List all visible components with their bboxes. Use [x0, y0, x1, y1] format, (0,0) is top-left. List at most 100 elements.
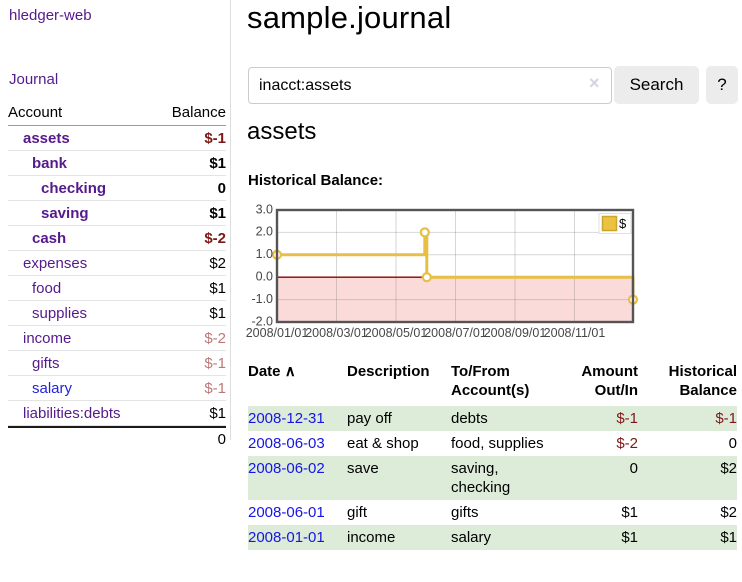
- sidebar: hledger-web Journal Account Balance asse…: [0, 0, 231, 448]
- transaction-amount: $1: [621, 529, 638, 546]
- accounts-header: Account Balance: [8, 101, 226, 126]
- account-balance: $2: [209, 254, 226, 272]
- account-row: bank $1: [8, 151, 226, 176]
- amount-header-line2: Out/In: [594, 382, 638, 399]
- account-link-food[interactable]: food: [32, 279, 62, 297]
- account-link-saving[interactable]: saving: [41, 204, 89, 222]
- account-row: liabilities:debts $1: [8, 401, 226, 426]
- amount-header-line1: Amount: [581, 363, 638, 380]
- transaction-date-link[interactable]: 2008-06-01: [248, 504, 325, 521]
- account-link-checking[interactable]: checking: [41, 179, 107, 197]
- tofrom-header-line1: To/From: [451, 363, 510, 380]
- transaction-amount: $1: [621, 504, 638, 521]
- account-link-bank[interactable]: bank: [32, 154, 68, 172]
- account-balance: $-1: [204, 129, 226, 147]
- y-axis-tick-label: 1.0: [256, 247, 273, 261]
- account-link-expenses[interactable]: expenses: [23, 254, 88, 272]
- transaction-date-link[interactable]: 2008-12-31: [248, 410, 325, 427]
- account-row: salary $-1: [8, 376, 226, 401]
- account-balance: 0: [217, 179, 226, 197]
- transaction-date-link[interactable]: 2008-06-02: [248, 460, 325, 477]
- register-row: 2008-06-01 gift gifts $1 $2: [248, 500, 737, 525]
- sort-ascending-icon: ∧: [284, 363, 296, 380]
- transaction-description: income: [347, 529, 396, 546]
- accounts-col-balance: Balance: [171, 104, 226, 121]
- register-row: 2008-06-03 eat & shop food, supplies $-2…: [248, 431, 737, 456]
- y-axis-tick-label: 2.0: [256, 225, 273, 239]
- y-axis-tick-label: -2.0: [251, 314, 273, 328]
- transaction-date-link[interactable]: 2008-01-01: [248, 529, 325, 546]
- page-title: sample.journal: [247, 0, 452, 35]
- accounts-total-row: 0: [8, 426, 226, 451]
- clear-search-icon[interactable]: ×: [589, 73, 600, 93]
- register-row: 2008-06-02 save saving, checking 0 $2: [248, 456, 737, 500]
- help-button[interactable]: ?: [706, 66, 738, 104]
- chart-legend: $: [598, 213, 632, 234]
- search-input[interactable]: [248, 67, 612, 104]
- current-account-heading: assets: [247, 118, 317, 145]
- register-row: 2008-01-01 income salary $1 $1: [248, 525, 737, 550]
- transaction-description: gift: [347, 504, 368, 521]
- account-balance: $1: [209, 204, 226, 222]
- account-link-cash[interactable]: cash: [32, 229, 67, 247]
- transaction-accounts: saving, checking: [451, 460, 511, 496]
- transaction-balance: $2: [720, 504, 737, 521]
- transaction-balance: $1: [720, 529, 737, 546]
- accounts-total-value: 0: [217, 431, 226, 448]
- account-balance: $1: [209, 404, 226, 422]
- transaction-accounts: gifts: [451, 504, 479, 521]
- register-table: Date ∧ Description To/From Account(s) Am…: [248, 360, 737, 550]
- register-row: 2008-12-31 pay off debts $-1 $-1: [248, 406, 737, 431]
- register-header-row: Date ∧ Description To/From Account(s) Am…: [248, 360, 737, 406]
- account-row: income $-2: [8, 326, 226, 351]
- x-axis-tick-label: 2008/05/01: [365, 326, 428, 340]
- account-link-income[interactable]: income: [23, 329, 72, 347]
- transaction-amount: $-1: [616, 410, 638, 427]
- account-row: expenses $2: [8, 251, 226, 276]
- chart-title: Historical Balance:: [248, 172, 384, 189]
- account-link-assets[interactable]: assets: [23, 129, 70, 147]
- transaction-date-link[interactable]: 2008-06-03: [248, 435, 325, 452]
- chart-canvas: $ 3.0 2.0 1.0 0.0 -1.0 -2.0 2008/01/01 2…: [246, 202, 639, 340]
- x-axis-tick-label: 2008/03/01: [305, 326, 368, 340]
- data-point-markers: [271, 227, 639, 305]
- account-link-supplies[interactable]: supplies: [32, 304, 88, 322]
- transaction-balance: 0: [728, 435, 737, 452]
- sidebar-item-journal[interactable]: Journal: [9, 71, 59, 88]
- transaction-description: save: [347, 460, 379, 477]
- data-point-marker: [419, 227, 430, 238]
- legend-label: $: [619, 216, 627, 231]
- negative-region: [277, 277, 633, 322]
- column-header-amount: Amount Out/In: [561, 360, 638, 406]
- transaction-balance: $-1: [715, 410, 737, 427]
- column-header-date[interactable]: Date ∧: [248, 360, 347, 406]
- x-axis-tick-label: 2008/11/01: [544, 326, 606, 340]
- accounts-tree: Account Balance assets $-1 bank $1 check…: [8, 101, 226, 451]
- transaction-description: eat & shop: [347, 435, 419, 452]
- account-balance: $-1: [204, 354, 226, 372]
- account-link-gifts[interactable]: gifts: [32, 354, 60, 372]
- x-axis-tick-label: 2008/09/01: [484, 326, 547, 340]
- brand-link[interactable]: hledger-web: [9, 7, 92, 24]
- account-row: food $1: [8, 276, 226, 301]
- x-axis: 2008/01/01 2008/03/01 2008/05/01 2008/07…: [246, 326, 606, 340]
- chart-border: [275, 208, 635, 324]
- date-header-label: Date: [248, 363, 281, 380]
- historical-header-line1: Historical: [668, 363, 737, 380]
- y-axis-tick-label: 0.0: [256, 269, 273, 283]
- transaction-accounts: salary: [451, 529, 492, 546]
- account-link-liabilities-debts[interactable]: liabilities:debts: [23, 404, 121, 422]
- column-header-historical: Historical Balance: [638, 360, 737, 406]
- account-balance: $1: [209, 279, 226, 297]
- y-axis-tick-label: -1.0: [251, 292, 273, 306]
- historical-balance-chart: $ 3.0 2.0 1.0 0.0 -1.0 -2.0 2008/01/01 2…: [244, 198, 644, 346]
- search-button[interactable]: Search: [614, 66, 699, 104]
- account-link-salary[interactable]: salary: [32, 379, 73, 397]
- account-balance: $1: [209, 304, 226, 322]
- data-point-marker: [421, 272, 432, 283]
- account-balance: $-2: [204, 229, 226, 247]
- transaction-description: pay off: [347, 410, 392, 427]
- account-row: assets $-1: [8, 126, 226, 151]
- account-row: gifts $-1: [8, 351, 226, 376]
